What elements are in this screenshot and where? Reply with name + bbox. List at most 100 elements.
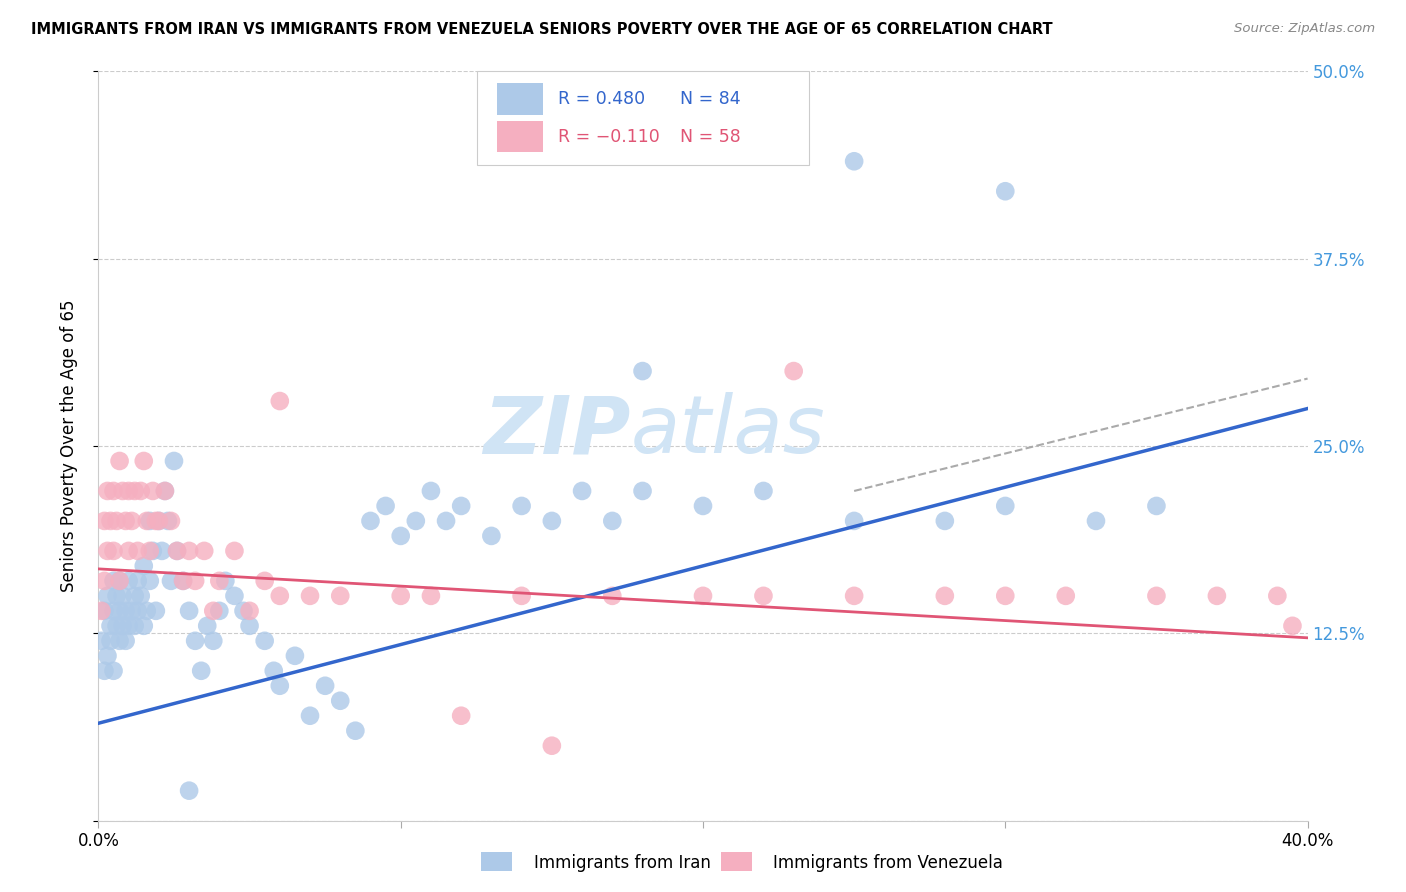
Point [111,589,134,603]
Point [100,619,122,633]
Point [127,604,149,618]
Point [108,574,131,588]
Point [184,633,207,648]
Point [224,589,246,603]
Point [692,589,714,603]
Point [103,664,125,678]
Point [124,589,146,603]
Point [450,708,472,723]
Point [994,499,1017,513]
Point [150,544,173,558]
Point [752,483,775,498]
Point [90,633,112,648]
Point [153,483,176,498]
Text: N = 84: N = 84 [669,90,741,108]
Point [263,664,285,678]
Point [121,514,143,528]
Point [103,604,125,618]
Text: R = 0.480: R = 0.480 [558,90,645,108]
Point [783,364,806,378]
Point [752,589,775,603]
Point [631,364,654,378]
Point [111,619,134,633]
Point [148,514,170,528]
Point [160,574,183,588]
Point [232,604,254,618]
Point [121,604,143,618]
Text: IMMIGRANTS FROM IRAN VS IMMIGRANTS FROM VENEZUELA SENIORS POVERTY OVER THE AGE O: IMMIGRANTS FROM IRAN VS IMMIGRANTS FROM … [31,22,1053,37]
Point [163,454,186,468]
Point [145,514,167,528]
Point [540,514,562,528]
Point [510,499,533,513]
Point [103,544,125,558]
Point [114,604,136,618]
Point [93,514,115,528]
Point [1085,514,1108,528]
Point [934,514,956,528]
Point [405,514,427,528]
FancyBboxPatch shape [481,852,512,871]
Text: N = 58: N = 58 [669,128,741,145]
Point [142,544,165,558]
Point [118,574,141,588]
Point [108,454,131,468]
Point [269,394,291,409]
Text: Source: ZipAtlas.com: Source: ZipAtlas.com [1234,22,1375,36]
Point [190,664,212,678]
Point [1281,619,1303,633]
Point [239,619,262,633]
Point [253,633,276,648]
Point [156,514,179,528]
Point [93,664,115,678]
Point [124,619,146,633]
Point [135,514,157,528]
Point [184,574,207,588]
Point [132,619,155,633]
Point [269,679,291,693]
Point [142,483,165,498]
Point [100,633,122,648]
Point [114,633,136,648]
Point [111,483,134,498]
Point [139,544,162,558]
Point [1267,589,1289,603]
Point [195,619,218,633]
Point [389,529,412,543]
Point [145,604,167,618]
Point [344,723,367,738]
Point [166,544,188,558]
Point [118,483,141,498]
Point [105,514,128,528]
Point [253,574,276,588]
Point [434,514,457,528]
Point [179,783,201,797]
Point [108,574,131,588]
Point [153,483,176,498]
Point [118,619,141,633]
Point [132,558,155,573]
Text: R = −0.110: R = −0.110 [558,128,659,145]
Text: Immigrants from Iran: Immigrants from Iran [534,855,711,872]
Point [139,514,162,528]
Point [450,499,472,513]
Point [105,589,128,603]
Point [329,694,352,708]
Point [108,633,131,648]
Point [374,499,396,513]
Point [224,544,246,558]
Point [179,544,201,558]
Point [127,574,149,588]
Point [571,483,593,498]
Point [692,499,714,513]
Point [360,514,382,528]
Point [179,604,201,618]
Point [96,648,118,663]
Point [100,514,122,528]
Point [420,589,443,603]
Point [93,574,115,588]
Point [103,574,125,588]
Point [135,604,157,618]
Text: ZIP: ZIP [484,392,630,470]
FancyBboxPatch shape [498,83,543,115]
